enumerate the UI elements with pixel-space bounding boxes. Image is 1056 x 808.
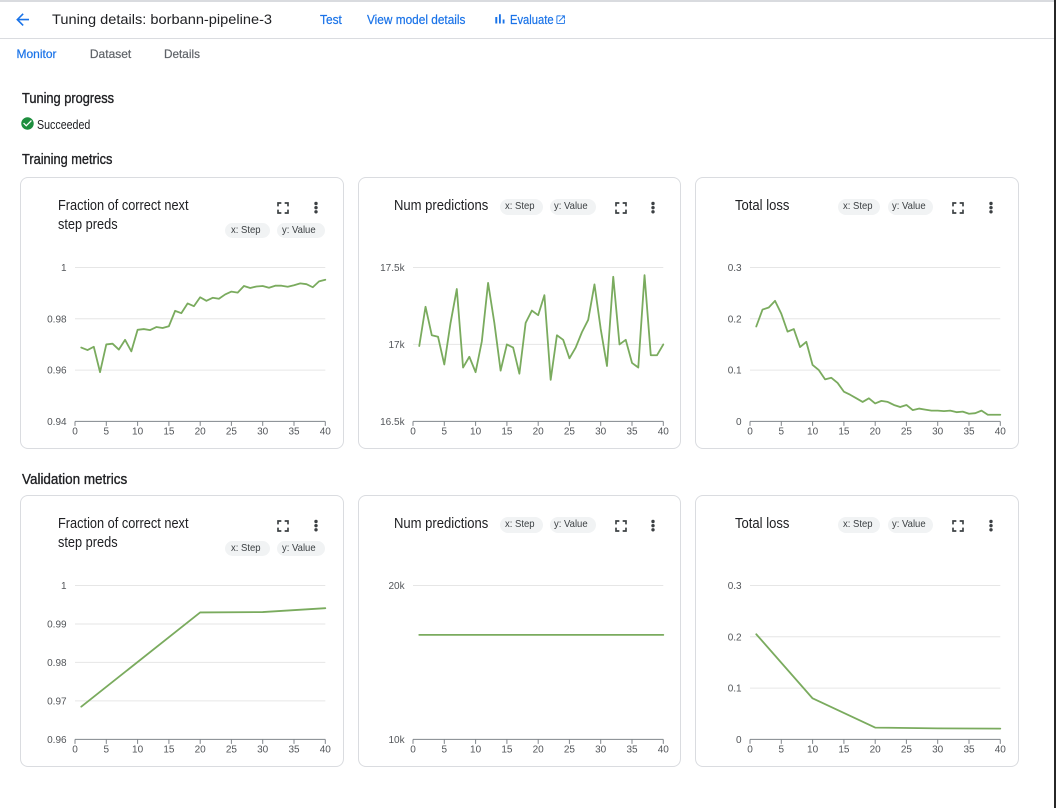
svg-text:1: 1 [61,263,67,274]
svg-text:0: 0 [410,744,416,755]
svg-text:5: 5 [441,744,447,755]
svg-text:25: 25 [563,426,575,437]
svg-text:0: 0 [736,735,742,746]
svg-text:30: 30 [257,426,269,437]
svg-text:35: 35 [963,426,975,437]
svg-text:15: 15 [163,744,175,755]
svg-text:40: 40 [320,426,332,437]
svg-text:30: 30 [257,744,269,755]
svg-text:30: 30 [932,744,944,755]
svg-text:10: 10 [470,744,482,755]
svg-text:15: 15 [838,426,850,437]
svg-text:0.97: 0.97 [47,697,67,708]
svg-text:20: 20 [532,744,544,755]
svg-text:25: 25 [901,744,913,755]
svg-text:0.2: 0.2 [728,314,742,325]
svg-text:25: 25 [563,744,575,755]
svg-text:0.1: 0.1 [728,366,742,377]
svg-text:40: 40 [320,744,332,755]
svg-text:0.96: 0.96 [47,735,67,746]
svg-text:40: 40 [657,744,669,755]
svg-text:17k: 17k [388,340,405,351]
svg-text:5: 5 [104,426,110,437]
svg-text:0.1: 0.1 [728,684,742,695]
svg-text:16.5k: 16.5k [380,417,405,428]
svg-text:20k: 20k [388,581,405,592]
svg-text:10k: 10k [388,735,405,746]
svg-text:0.3: 0.3 [728,581,742,592]
svg-text:0: 0 [736,417,742,428]
svg-text:40: 40 [995,744,1007,755]
svg-text:5: 5 [779,426,785,437]
svg-text:0: 0 [747,426,753,437]
svg-text:0.96: 0.96 [47,366,67,377]
svg-text:35: 35 [626,744,638,755]
svg-text:20: 20 [870,744,882,755]
svg-text:5: 5 [441,426,447,437]
svg-text:0: 0 [72,426,78,437]
svg-text:30: 30 [595,426,607,437]
svg-text:0.2: 0.2 [728,632,742,643]
svg-text:0.98: 0.98 [47,314,67,325]
svg-text:0.3: 0.3 [728,263,742,274]
svg-text:0: 0 [72,744,78,755]
svg-text:1: 1 [61,581,67,592]
svg-text:15: 15 [501,744,513,755]
svg-text:15: 15 [501,426,513,437]
svg-text:35: 35 [288,426,300,437]
svg-text:20: 20 [195,426,207,437]
svg-text:30: 30 [932,426,944,437]
svg-text:10: 10 [132,426,144,437]
svg-text:25: 25 [226,426,238,437]
svg-text:25: 25 [226,744,238,755]
svg-text:15: 15 [838,744,850,755]
svg-text:0.98: 0.98 [47,658,67,669]
svg-text:40: 40 [995,426,1007,437]
svg-text:35: 35 [288,744,300,755]
svg-text:5: 5 [104,744,110,755]
svg-text:10: 10 [807,426,819,437]
svg-text:40: 40 [657,426,669,437]
svg-text:10: 10 [132,744,144,755]
svg-text:0.94: 0.94 [47,417,67,428]
svg-text:0: 0 [747,744,753,755]
svg-text:5: 5 [779,744,785,755]
svg-text:20: 20 [870,426,882,437]
svg-text:20: 20 [195,744,207,755]
svg-text:35: 35 [626,426,638,437]
svg-text:0.99: 0.99 [47,620,67,631]
svg-text:20: 20 [532,426,544,437]
svg-text:10: 10 [807,744,819,755]
svg-text:30: 30 [595,744,607,755]
svg-text:10: 10 [470,426,482,437]
svg-text:15: 15 [163,426,175,437]
svg-text:0: 0 [410,426,416,437]
svg-text:35: 35 [963,744,975,755]
svg-text:25: 25 [901,426,913,437]
svg-text:17.5k: 17.5k [380,263,405,274]
